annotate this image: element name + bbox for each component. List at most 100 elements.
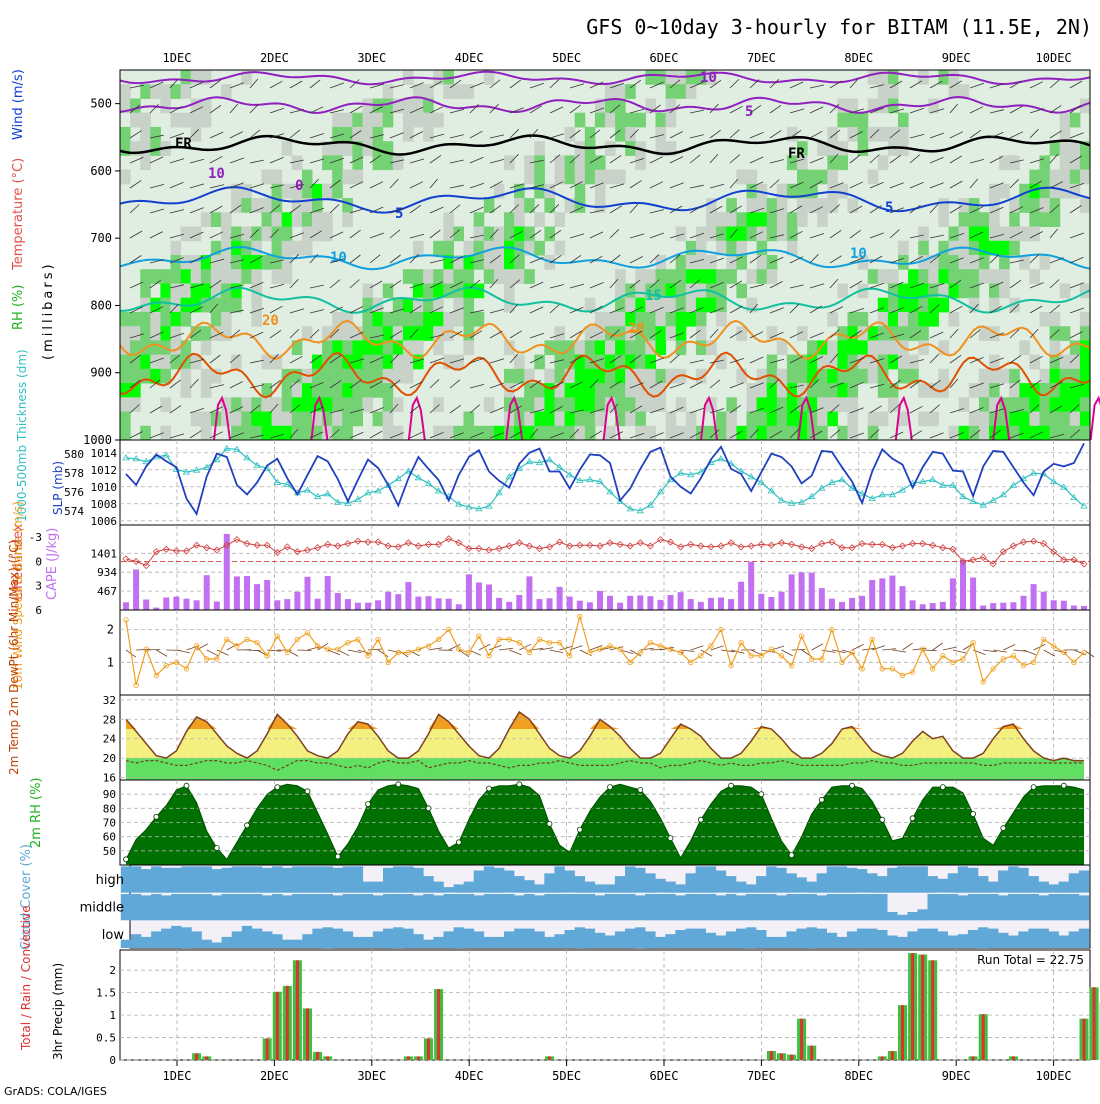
cloud-bar [938,894,948,920]
cloud-bar [595,933,605,948]
precip-convective-bar [205,1056,208,1060]
cloud-bar [675,895,685,920]
cloud-bar [454,927,464,948]
rh-cell [1040,312,1051,327]
rh-cell [979,383,990,398]
cloud-bar [323,894,333,920]
rh-cell [767,198,778,213]
rh-cell [767,269,778,284]
cape-bar [405,582,411,610]
precip-convective-bar [326,1056,329,1060]
upper-air-side-label: Wind (m/s) [11,69,26,140]
rh-cell [373,412,384,427]
rh-cell [272,412,283,427]
cloud-bar [524,929,534,948]
rh-cell [837,383,848,398]
rh-cell [171,241,182,256]
cloud-bar [242,866,252,892]
rh-cell [787,412,798,427]
precip-convective-bar [316,1052,319,1060]
rh-cell [201,113,212,128]
rh-cell [160,312,171,327]
cloud-bar [202,894,212,920]
rh-cell [1029,212,1040,227]
cape-bar [335,593,341,610]
cloud-bar [181,927,191,948]
rh-cell [332,369,343,384]
rh-cell [342,113,353,128]
rh-cell [595,113,606,128]
rh-cell [312,212,323,227]
rh-cell [625,284,636,299]
rh-point [124,857,129,862]
rh-cell [878,412,889,427]
cape-bar [1010,602,1016,610]
cloud-bar [897,937,907,948]
rh-cell [696,312,707,327]
rh-cell [332,426,343,441]
rh-cell [544,383,555,398]
cloud-bar [938,879,948,893]
rh-cell [160,269,171,284]
rh-cell [868,70,879,85]
cloud-bar [1008,894,1018,920]
rh-cell [747,397,758,412]
precip-convective-bar [276,992,279,1060]
cape-bar [294,592,300,610]
rh-cell [443,212,454,227]
rh-cell [635,113,646,128]
cloud-bar [141,869,151,893]
rh-cell [979,227,990,242]
rh-cell [555,369,566,384]
wind-panel-frame [120,610,1090,695]
cloud-bar [433,937,443,948]
rh-cell [1040,212,1051,227]
rh-cell [716,212,727,227]
cloud-bar [1049,884,1059,892]
cloud-bar [1049,894,1059,920]
rh-cell [999,269,1010,284]
rh-cell [979,255,990,270]
precip-convective-bar [770,1051,773,1060]
day-tick-label-bottom: 6DEC [650,1069,679,1083]
rh-cell [201,426,212,441]
rh-cell [241,184,252,199]
cape-bar [819,588,825,610]
rh-cell [433,241,444,256]
rh-cell [181,70,192,85]
rh-cell [403,113,414,128]
precip-tick-label: 0 [109,1054,116,1067]
rh-cell [393,397,404,412]
rh-cell [918,227,929,242]
rh-cell [736,212,747,227]
rh-cell [231,426,242,441]
rh-cell [645,326,656,341]
rh-cell [393,355,404,370]
day-tick-label-top: 10DEC [1036,51,1072,65]
rh-cell [757,241,768,256]
cloud-bar [615,894,625,920]
upper-air-side-label: Temperature (°C) [11,158,26,271]
rh-cell [686,269,697,284]
cloud-bar [363,894,373,920]
rh-cell [1009,412,1020,427]
cloud-bar [716,936,726,949]
cloud-bar [665,934,675,948]
rh-cell [352,127,363,142]
rh-cell [969,255,980,270]
rh-cell [585,412,596,427]
rh-cell [272,170,283,185]
cloud-bar [262,931,272,948]
rh-cell [797,369,808,384]
rh-cell [120,397,131,412]
rh-cell [514,255,525,270]
cloud-bar [141,937,151,948]
cloud-bar [131,866,141,892]
rh-cell [605,170,616,185]
rh-tick-label: 90 [103,788,116,801]
rh-cell [403,369,414,384]
cloud-bar [756,876,766,893]
rh-cell [1050,170,1061,185]
rh-cell [928,312,939,327]
precip-tick-label: 1 [109,1009,116,1022]
